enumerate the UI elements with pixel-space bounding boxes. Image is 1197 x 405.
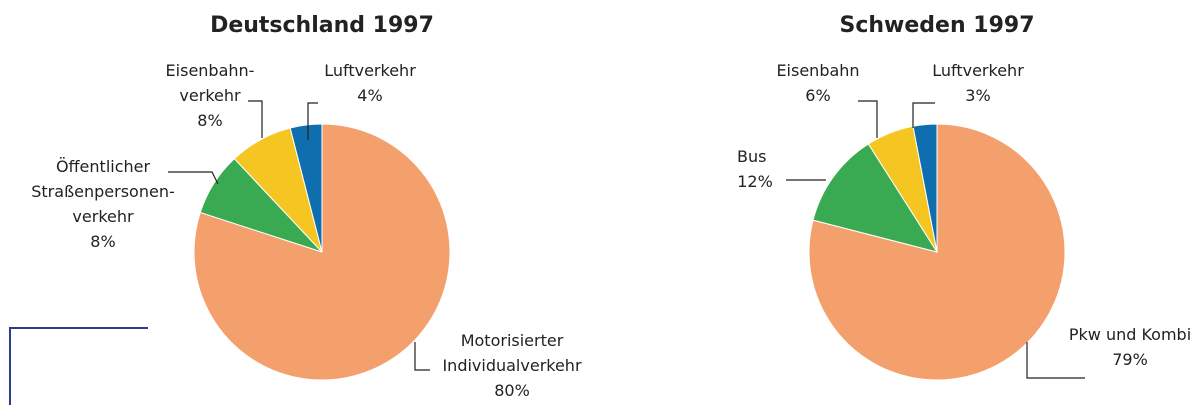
value-label: 12% xyxy=(737,172,773,191)
value-label: 8% xyxy=(90,232,115,251)
leader-line xyxy=(912,102,935,128)
leader-line xyxy=(307,102,318,140)
slice-label: Motorisierter Individualverkehr xyxy=(442,331,581,375)
value-label: 4% xyxy=(357,86,382,105)
slice-label: Öffentlicher Straßenpersonen-verkehr xyxy=(31,157,174,226)
leader-line xyxy=(414,342,430,371)
slice-label: Luftverkehr xyxy=(324,61,416,80)
slice-label: Eisenbahn xyxy=(776,61,859,80)
value-label: 79% xyxy=(1112,350,1148,369)
slice-label: Luftverkehr xyxy=(932,61,1024,80)
leader-line xyxy=(858,100,878,138)
leader-line xyxy=(168,171,219,185)
value-label: 8% xyxy=(197,111,222,130)
slice-label: Pkw und Kombi xyxy=(1069,325,1191,344)
chart-title: Deutschland 1997 xyxy=(210,13,434,38)
slice-label: Eisenbahn-verkehr xyxy=(166,61,255,105)
value-label: 6% xyxy=(805,86,830,105)
pie-slice xyxy=(812,143,939,253)
slice-label: Bus xyxy=(737,147,766,166)
leader-line xyxy=(1026,342,1085,379)
leader-line xyxy=(248,100,263,138)
value-label: 3% xyxy=(965,86,990,105)
pie-slice xyxy=(289,123,323,253)
decoration xyxy=(9,327,148,405)
chart-title: Schweden 1997 xyxy=(839,13,1034,38)
value-label: 80% xyxy=(494,381,530,400)
